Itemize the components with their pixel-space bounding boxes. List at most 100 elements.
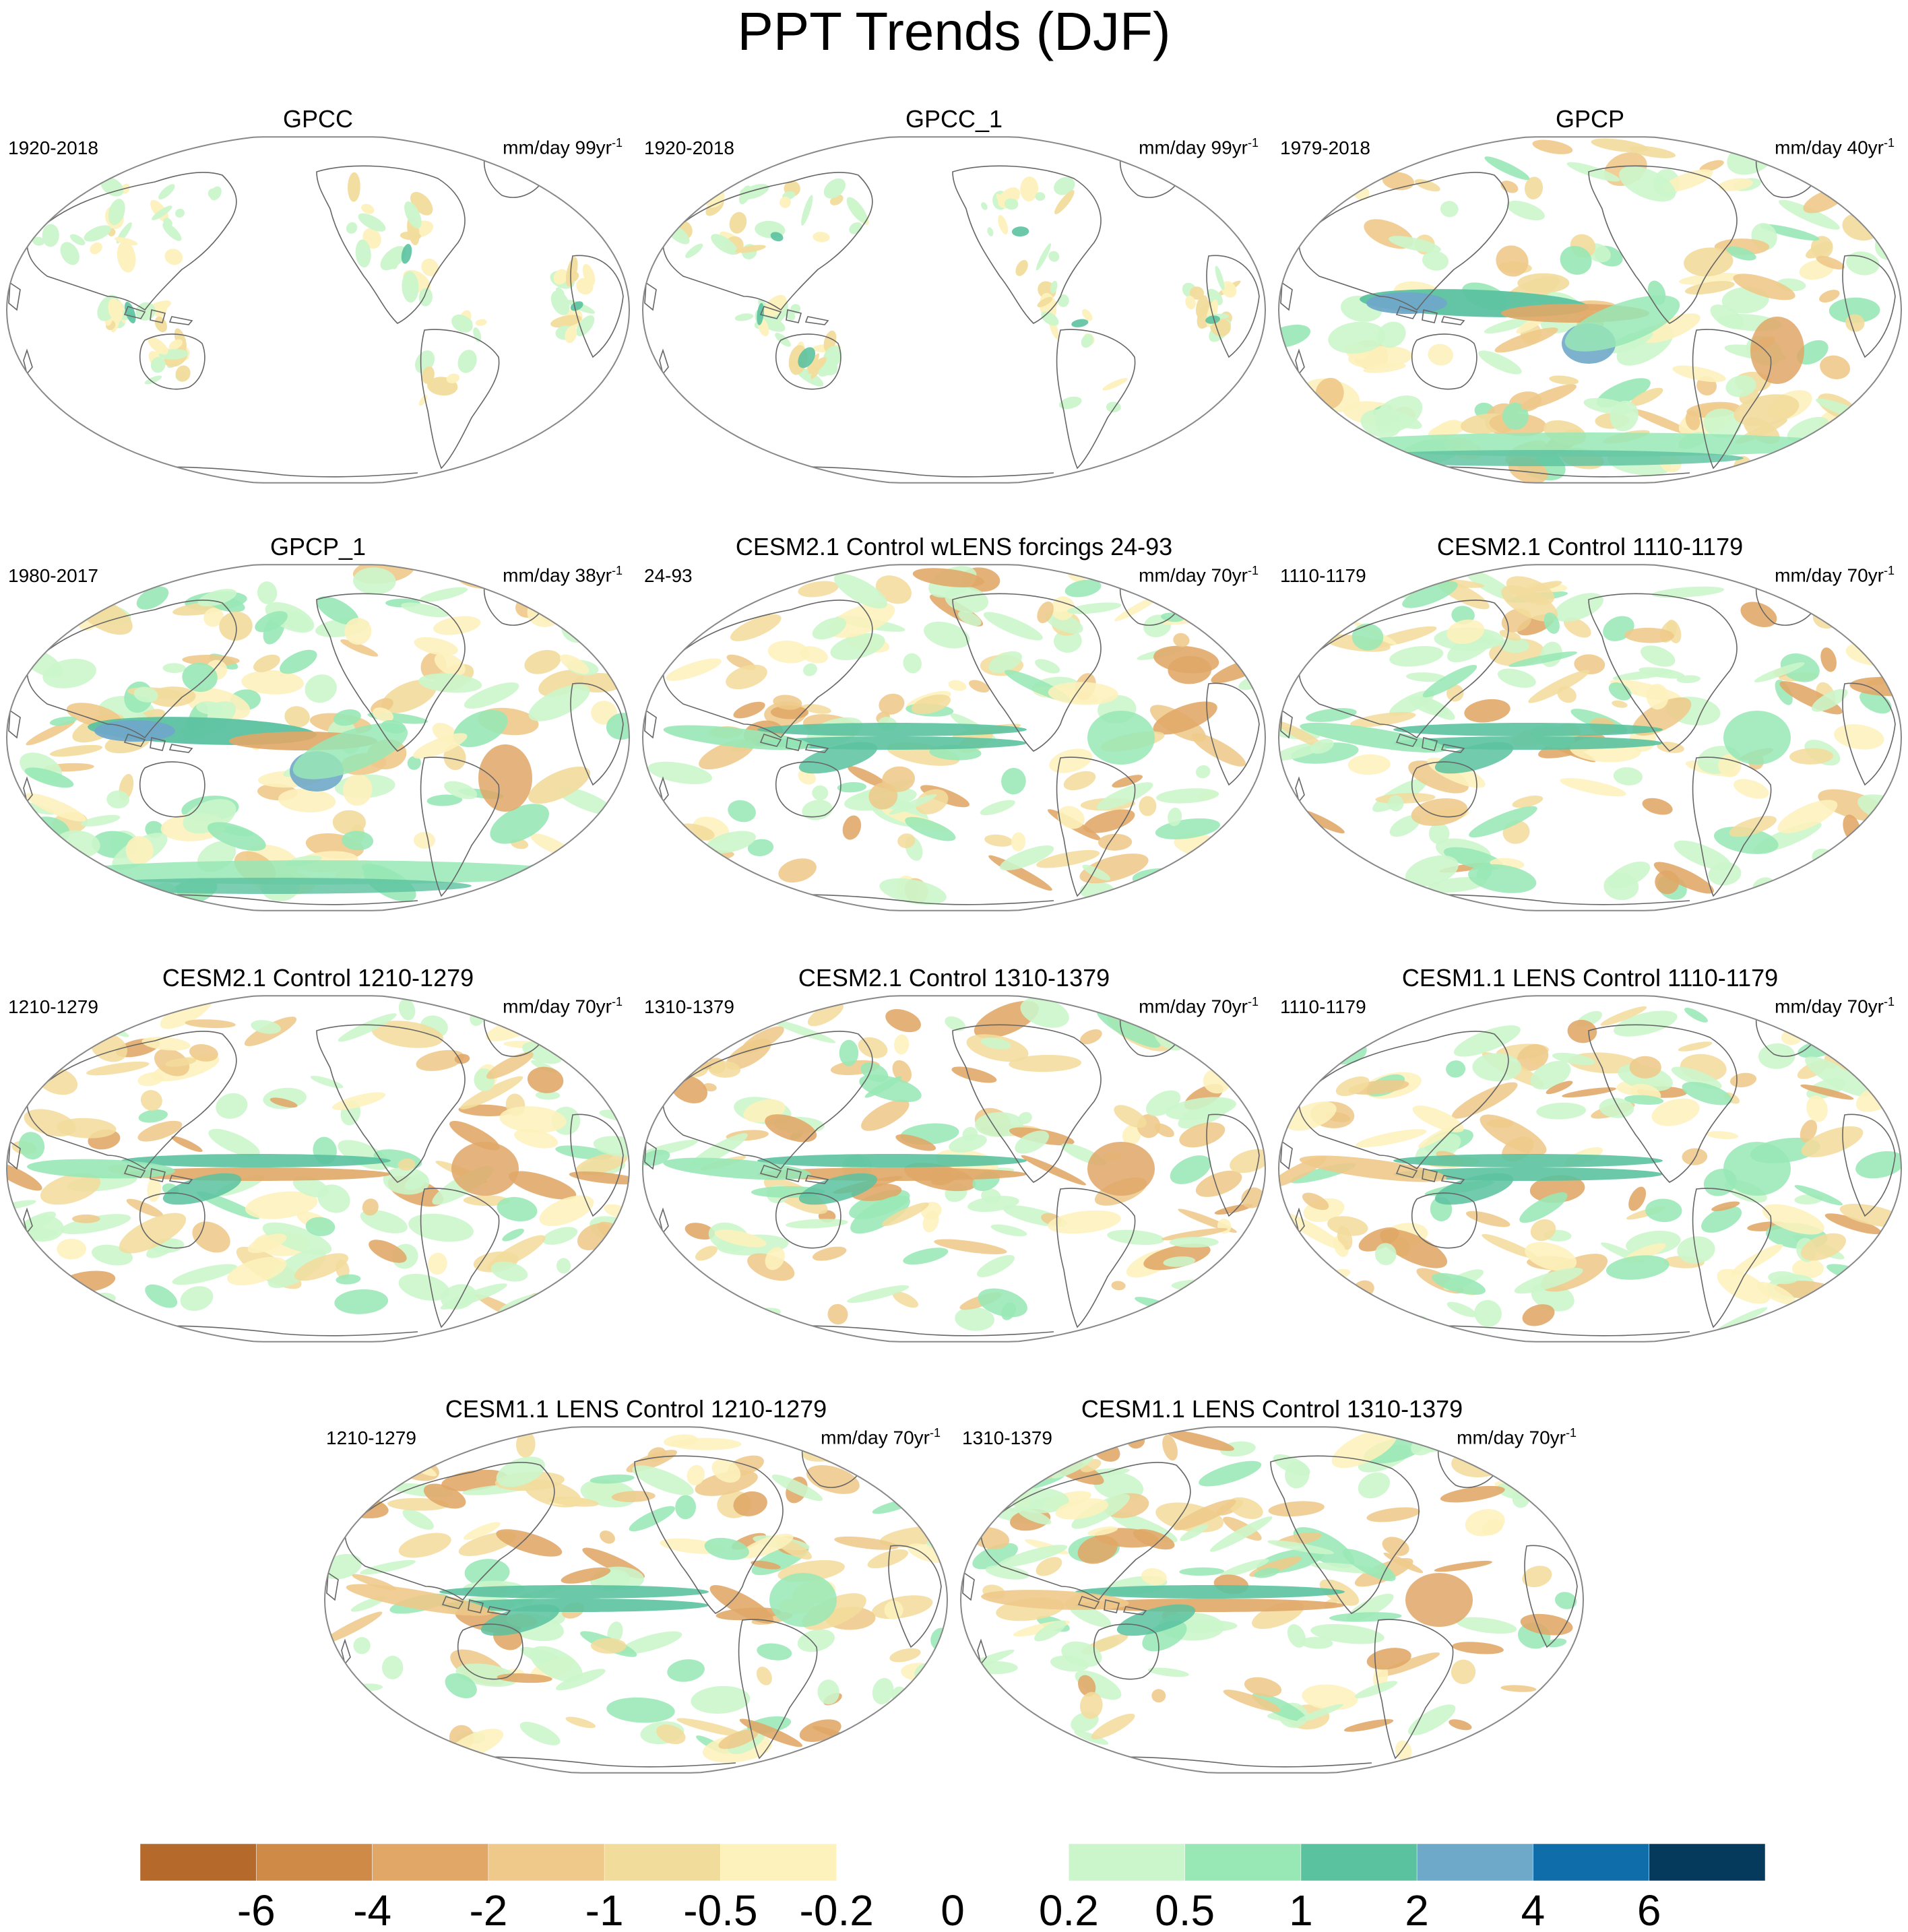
map-panel-cesm2-wlens: CESM2.1 Control wLENS forcings 24-93 24-9… (636, 532, 1272, 936)
map-border (959, 1426, 1585, 1774)
colorbar-swatch (836, 1843, 953, 1881)
colorbar-tick-label: 0 (941, 1886, 965, 1932)
units-text: mm/day 99yr (503, 137, 612, 158)
colorbar-swatch (1649, 1843, 1766, 1881)
map-panel-cesm2-1210: CESM2.1 Control 1210-1279 1210-1279 mm/day… (0, 963, 636, 1367)
precip-trend-field (643, 137, 1265, 483)
panel-period: 1110-1179 (1280, 996, 1366, 1017)
map-border (5, 564, 631, 911)
colorbar-tick-label: -6 (237, 1886, 276, 1932)
colorbar-swatch (1300, 1843, 1418, 1881)
map (1277, 995, 1903, 1343)
colorbar-swatch (720, 1843, 837, 1881)
panel-units: mm/day 70yr-1 (503, 990, 623, 1018)
panel-units: mm/day 70yr-1 (1775, 990, 1895, 1018)
units-text: mm/day 99yr (1139, 137, 1248, 158)
panel-title: GPCP_1 (269, 533, 367, 560)
coastlines (644, 153, 1260, 478)
map-panel-cesm1-1210: CESM1.1 LENS Control 1210-1279 1210-1279 m… (318, 1394, 954, 1799)
units-exponent: -1 (1247, 995, 1259, 1008)
map-panel-cesm1-1310: CESM1.1 LENS Control 1310-1379 1310-1379 m… (954, 1394, 1590, 1799)
panel-period: 24-93 (644, 565, 693, 586)
panel-title: CESM2.1 Control 1210-1279 (162, 964, 474, 992)
map-panel-gpcc-1: GPCC_1 1920-2018 mm/day 99yr-1 (636, 104, 1272, 509)
map-panel-gpcp-1: GPCP_1 1980-2017 mm/day 38yr-1 (0, 532, 636, 936)
map (959, 1426, 1585, 1774)
map-border (641, 136, 1267, 484)
units-text: mm/day 70yr (1775, 565, 1884, 586)
units-text: mm/day 70yr (503, 996, 612, 1017)
colorbar-tick-label: -1 (585, 1886, 624, 1932)
units-exponent: -1 (611, 136, 623, 150)
figure-title: PPT Trends (DJF) (737, 1, 1171, 61)
map (5, 136, 631, 484)
panel-title: GPCC (282, 105, 353, 133)
map-panel-cesm1-1110: CESM1.1 LENS Control 1110-1179 1110-1179 m… (1272, 963, 1908, 1367)
map-border (641, 995, 1267, 1343)
panel-title: CESM2.1 Control 1310-1379 (798, 964, 1110, 992)
colorbar-tick-label: 2 (1405, 1886, 1429, 1932)
colorbar-swatch (256, 1843, 373, 1881)
colorbar-tick-label: 0.2 (1039, 1886, 1099, 1932)
panel-units: mm/day 70yr-1 (821, 1421, 941, 1449)
panel-units: mm/day 70yr-1 (1775, 559, 1895, 587)
panel-period: 1210-1279 (326, 1427, 416, 1448)
colorbar-tick-label: -4 (353, 1886, 391, 1932)
map (641, 136, 1267, 484)
colorbar-swatch (1416, 1843, 1533, 1881)
panel-period: 1110-1179 (1280, 565, 1366, 586)
panel-period: 1980-2017 (8, 565, 98, 586)
colorbar-swatch (488, 1843, 605, 1881)
units-exponent: -1 (1247, 136, 1259, 150)
map-panel-cesm2-1310: CESM2.1 Control 1310-1379 1310-1379 mm/day… (636, 963, 1272, 1367)
map-panel-gpcc: GPCC 1920-2018 mm/day 99yr-1 (0, 104, 636, 509)
colorbar-tick-label: 6 (1637, 1886, 1661, 1932)
panel-units: mm/day 99yr-1 (503, 131, 623, 159)
map-border (323, 1426, 949, 1774)
units-exponent: -1 (1247, 564, 1259, 577)
map-border (5, 995, 631, 1343)
units-text: mm/day 40yr (1775, 137, 1884, 158)
colorbar-swatch (604, 1843, 721, 1881)
panel-title: CESM2.1 Control 1110-1179 (1436, 533, 1744, 560)
precip-trend-field (1279, 565, 1901, 911)
precip-trend-field (7, 137, 629, 483)
colorbar-tick-label: 1 (1289, 1886, 1313, 1932)
colorbar-swatch (1533, 1843, 1649, 1881)
map (323, 1426, 949, 1774)
units-exponent: -1 (1565, 1426, 1577, 1440)
units-text: mm/day 70yr (1139, 565, 1248, 586)
panel-title: CESM1.1 LENS Control 1310-1379 (1081, 1395, 1463, 1423)
panel-period: 1920-2018 (8, 137, 98, 158)
panel-period: 1920-2018 (644, 137, 734, 158)
panel-period: 1310-1379 (962, 1427, 1052, 1448)
colorbar-tick-label: -0.2 (800, 1886, 874, 1932)
map-border (1277, 564, 1903, 911)
map (1277, 136, 1903, 484)
units-exponent: -1 (1883, 136, 1895, 150)
panel-period: 1310-1379 (644, 996, 734, 1017)
panel-units: mm/day 38yr-1 (503, 559, 623, 587)
colorbar-tick-label: 0.5 (1155, 1886, 1215, 1932)
panel-units: mm/day 40yr-1 (1775, 131, 1895, 159)
map (5, 564, 631, 911)
units-exponent: -1 (611, 995, 623, 1008)
panel-title: GPCC_1 (905, 105, 1003, 133)
colorbar-tick-label: -2 (469, 1886, 507, 1932)
precip-trend-field (325, 1427, 947, 1773)
map-border (1277, 995, 1903, 1343)
precip-trend-field (1279, 137, 1901, 483)
map-panel-cesm2-1110: CESM2.1 Control 1110-1179 1110-1179 mm/day… (1272, 532, 1908, 936)
colorbar-swatch (372, 1843, 489, 1881)
panel-period: 1210-1279 (8, 996, 98, 1017)
colorbar-tick-label: -0.5 (683, 1886, 757, 1932)
colorbar-tick-label: 4 (1521, 1886, 1546, 1932)
colorbar-swatch (139, 1843, 257, 1881)
panel-units: mm/day 70yr-1 (1457, 1421, 1577, 1449)
map (641, 564, 1267, 911)
units-text: mm/day 38yr (503, 565, 612, 586)
panel-units: mm/day 70yr-1 (1139, 559, 1259, 587)
panel-units: mm/day 70yr-1 (1139, 990, 1259, 1018)
colorbar-swatch (1069, 1843, 1185, 1881)
